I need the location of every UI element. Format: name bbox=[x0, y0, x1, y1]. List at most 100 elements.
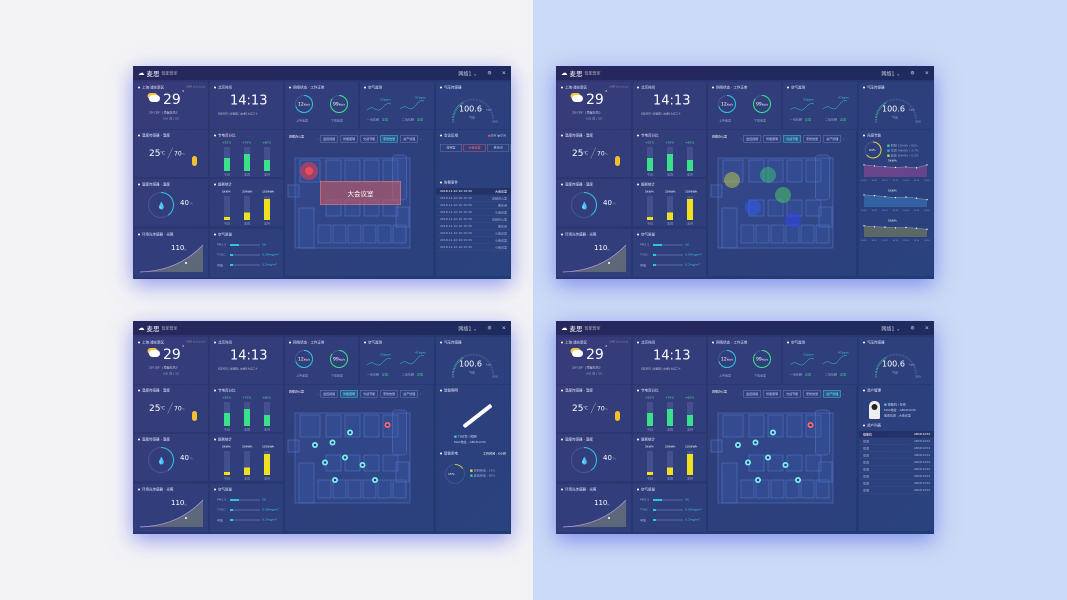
close-icon[interactable]: ✕ bbox=[501, 325, 506, 331]
device-marker[interactable] bbox=[322, 459, 328, 466]
device-marker[interactable] bbox=[735, 442, 741, 448]
tab-4[interactable]: 资产管理 bbox=[823, 135, 842, 143]
tab-2[interactable]: 光感节能 bbox=[783, 135, 802, 143]
device-marker[interactable] bbox=[782, 462, 789, 468]
tab-3[interactable]: 安防告警 bbox=[380, 390, 399, 398]
next-arrow-icon[interactable]: › bbox=[420, 137, 422, 142]
table-row[interactable]: 空调 ABCD1234 bbox=[859, 452, 934, 459]
room-button[interactable]: 接待室 bbox=[440, 144, 462, 152]
floor-plan[interactable] bbox=[708, 150, 856, 278]
table-row[interactable]: 空调 ABCD1234 bbox=[859, 487, 934, 494]
table-row[interactable]: 2018-11-10 10:15:30 总经办公室 bbox=[436, 216, 511, 223]
next-arrow-icon[interactable]: › bbox=[843, 392, 845, 397]
device-marker[interactable] bbox=[384, 422, 391, 428]
table-row[interactable]: 空调 ABCD1234 bbox=[859, 466, 934, 473]
device-marker[interactable] bbox=[342, 454, 348, 461]
table-row[interactable]: 空调 ABCD1234 bbox=[859, 438, 934, 445]
tab-2[interactable]: 光感节能 bbox=[360, 390, 379, 398]
network-select[interactable]: 网络1 ⌄ bbox=[881, 326, 901, 332]
device-marker[interactable] bbox=[372, 477, 378, 483]
settings-icon[interactable]: ⚙ bbox=[910, 70, 915, 76]
device-marker[interactable] bbox=[752, 439, 759, 446]
weather-aqi: AQI 良 | 50 bbox=[163, 372, 179, 376]
tab-1[interactable]: 智能照明 bbox=[763, 135, 782, 143]
table-row[interactable]: 2018-11-10 10:15:30 小会议室 bbox=[436, 209, 511, 216]
device-marker[interactable] bbox=[807, 422, 814, 428]
room-button[interactable]: 大会议室 bbox=[463, 144, 486, 152]
room-button[interactable]: 总经办公室 bbox=[510, 144, 511, 152]
air-panel: 空气监测 15ppm 47ppm 一氧化碳 正常 二氧化碳 正常 bbox=[783, 82, 857, 129]
tab-0[interactable]: 监控视频 bbox=[743, 390, 762, 398]
device-marker[interactable] bbox=[347, 429, 353, 436]
time-date: 8月30日 | 星期四 | 戊戌年七月二十 bbox=[218, 367, 258, 371]
tab-1[interactable]: 智能照明 bbox=[340, 390, 359, 398]
room-button[interactable]: 茶水间 bbox=[487, 144, 509, 152]
header: ☁ 麦思 智能管家 网络1 ⌄ ⚙ ✕ bbox=[556, 66, 934, 80]
device-marker[interactable] bbox=[332, 477, 338, 483]
settings-icon[interactable]: ⚙ bbox=[910, 325, 915, 331]
tab-2[interactable]: 光感节能 bbox=[783, 390, 802, 398]
tab-0[interactable]: 监控视频 bbox=[320, 390, 339, 398]
floor-plan[interactable] bbox=[285, 150, 433, 278]
device-marker[interactable] bbox=[755, 477, 761, 483]
table-row[interactable]: 2018-11-10 10:15:30 小会议室 bbox=[436, 230, 511, 237]
prev-arrow-icon[interactable]: ‹ bbox=[318, 137, 321, 142]
table-row[interactable]: 2018-11-10 10:15:30 大会议室 bbox=[436, 188, 511, 195]
floor-plan[interactable] bbox=[285, 405, 433, 533]
prev-arrow-icon[interactable]: ‹ bbox=[318, 392, 321, 397]
prev-arrow-icon[interactable]: ‹ bbox=[741, 392, 744, 397]
tab-4[interactable]: 资产管理 bbox=[400, 390, 419, 398]
table-row[interactable]: 空调 ABCD1234 bbox=[859, 459, 934, 466]
table-row[interactable]: 2018-11-10 10:15:30 茶水间 bbox=[436, 223, 511, 230]
table-row[interactable]: 空调 ABCD1234 bbox=[859, 473, 934, 480]
table-row[interactable]: 空调 ABCD1234 bbox=[859, 445, 934, 452]
tab-3[interactable]: 安防告警 bbox=[803, 390, 822, 398]
table-row[interactable]: 2018-11-10 10:15:30 小会议室 bbox=[436, 237, 511, 244]
table-row[interactable]: 2018-11-10 10:15:30 小会议室 bbox=[436, 244, 511, 251]
tab-4[interactable]: 资产管理 bbox=[400, 135, 419, 143]
tab-4[interactable]: 资产管理 bbox=[823, 390, 842, 398]
airq-label: 甲醛 bbox=[640, 264, 647, 268]
device-marker[interactable] bbox=[770, 429, 776, 436]
close-icon[interactable]: ✕ bbox=[924, 70, 929, 76]
next-arrow-icon[interactable]: › bbox=[420, 392, 422, 397]
settings-icon[interactable]: ⚙ bbox=[487, 325, 492, 331]
device-marker[interactable] bbox=[359, 462, 366, 468]
table-row[interactable]: 摄像机 ABCD1234 bbox=[859, 431, 934, 438]
floor-plan[interactable] bbox=[708, 405, 856, 533]
tab-3[interactable]: 安防告警 bbox=[380, 135, 399, 143]
network-select-value: 网络1 bbox=[881, 326, 895, 332]
network-select[interactable]: 网络1 ⌄ bbox=[458, 71, 478, 77]
device-marker[interactable] bbox=[795, 477, 801, 483]
close-icon[interactable]: ✕ bbox=[501, 70, 506, 76]
table-row[interactable]: 2018-11-10 10:15:30 总经办公室 bbox=[436, 195, 511, 202]
tab-2[interactable]: 光感节能 bbox=[360, 135, 379, 143]
weather-desc: 20°/28° | 南偏东风3 bbox=[572, 366, 601, 370]
weather-location-text: 上海·浦东新区 bbox=[565, 85, 588, 90]
airq-bar bbox=[653, 519, 683, 521]
next-arrow-icon[interactable]: › bbox=[843, 137, 845, 142]
device-marker[interactable] bbox=[329, 439, 336, 446]
close-icon[interactable]: ✕ bbox=[924, 325, 929, 331]
tab-3[interactable]: 安防告警 bbox=[803, 135, 822, 143]
tab-0[interactable]: 监控视频 bbox=[320, 135, 339, 143]
table-row[interactable]: 空调 ABCD1234 bbox=[859, 480, 934, 487]
network-select[interactable]: 网络1 ⌄ bbox=[458, 326, 478, 332]
bar-group: 100kWh 本月 bbox=[262, 190, 277, 226]
device-marker[interactable] bbox=[312, 442, 318, 448]
settings-icon[interactable]: ⚙ bbox=[487, 70, 492, 76]
airq-title-text: 空气质量 bbox=[641, 232, 655, 237]
device-marker[interactable] bbox=[745, 459, 751, 466]
table-row[interactable]: 2018-11-10 10:15:30 茶水间 bbox=[436, 202, 511, 209]
bar-group: 5kWh 今日 bbox=[222, 445, 237, 481]
device-marker[interactable] bbox=[765, 454, 771, 461]
cloud-icon: ☁ bbox=[138, 324, 145, 332]
tab-1[interactable]: 智能照明 bbox=[763, 390, 782, 398]
prev-arrow-icon[interactable]: ‹ bbox=[741, 137, 744, 142]
tab-0[interactable]: 监控视频 bbox=[743, 135, 762, 143]
header: ☁ 麦思 智能管家 网络1 ⌄ ⚙ ✕ bbox=[133, 66, 511, 80]
tab-1[interactable]: 智能照明 bbox=[340, 135, 359, 143]
bar-track bbox=[244, 402, 250, 426]
network-select[interactable]: 网络1 ⌄ bbox=[881, 71, 901, 77]
upload: 12kb/s bbox=[298, 102, 310, 107]
